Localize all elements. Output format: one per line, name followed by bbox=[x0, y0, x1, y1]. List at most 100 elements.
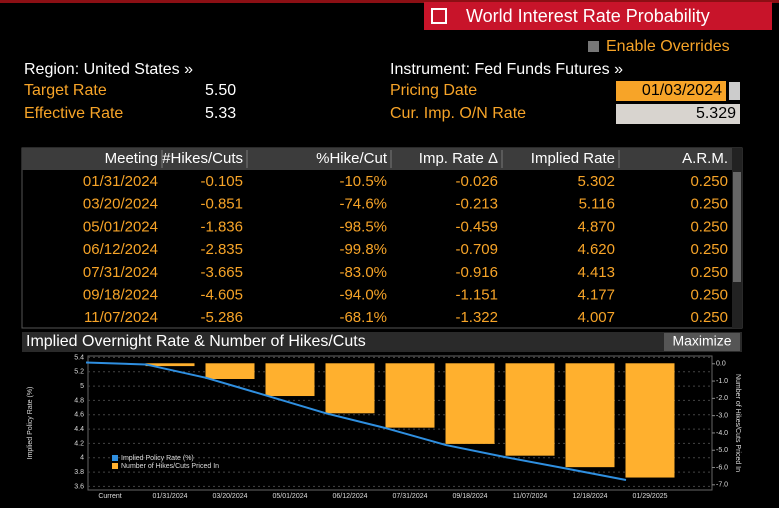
rate-box bbox=[616, 104, 740, 124]
popout-icon[interactable] bbox=[431, 8, 447, 24]
y-tick-label: 4.8 bbox=[74, 397, 84, 404]
title-bar bbox=[424, 2, 772, 30]
y-tick-label: 5.2 bbox=[74, 369, 84, 376]
cell: -0.105 bbox=[200, 173, 243, 190]
x-tick-label: 12/18/2024 bbox=[572, 493, 607, 500]
maximize-label[interactable]: Maximize bbox=[672, 333, 731, 349]
y-tick-label: 4.6 bbox=[74, 412, 84, 419]
cell: 0.250 bbox=[690, 196, 728, 213]
cell: 4.870 bbox=[577, 218, 615, 235]
bar bbox=[325, 363, 375, 414]
instrument[interactable]: Instrument: Fed Funds Futures » bbox=[390, 61, 623, 78]
cell: 0.250 bbox=[690, 173, 728, 190]
label: Cur. Imp. O/N Rate bbox=[390, 105, 526, 122]
cell: -10.5% bbox=[339, 173, 387, 190]
x-tick-label: 07/31/2024 bbox=[392, 493, 427, 500]
cell: -99.8% bbox=[339, 241, 387, 258]
date-input[interactable] bbox=[616, 81, 726, 101]
y-tick-label: 4 bbox=[80, 455, 84, 462]
cell: -83.0% bbox=[339, 264, 387, 281]
cell: 07/31/2024 bbox=[83, 264, 158, 281]
maximize-button[interactable] bbox=[664, 333, 740, 351]
cell: 5.116 bbox=[579, 196, 615, 213]
cell: -0.709 bbox=[455, 241, 498, 258]
cell: -1.322 bbox=[455, 309, 498, 326]
cell: -3.665 bbox=[200, 264, 243, 281]
date-value[interactable]: 01/03/2024 bbox=[642, 82, 722, 99]
cell: -98.5% bbox=[339, 218, 387, 235]
line bbox=[85, 361, 627, 481]
column-header: A.R.M. bbox=[682, 150, 728, 167]
column-header: #Hikes/Cuts bbox=[162, 150, 243, 167]
bar bbox=[265, 363, 315, 397]
cell: -0.851 bbox=[200, 196, 243, 213]
bar bbox=[205, 363, 255, 379]
y2-tick-label: -2.0 bbox=[716, 395, 728, 402]
cell: 4.620 bbox=[577, 241, 615, 258]
cell: 0.250 bbox=[690, 286, 728, 303]
top-strip bbox=[0, 0, 779, 3]
x-tick-label: 03/20/2024 bbox=[212, 493, 247, 500]
table: Meeting #Hikes/Cuts %Hike/Cut Imp. Rate Δ Im… bbox=[83, 150, 728, 326]
rate-value: 5.329 bbox=[696, 105, 736, 122]
column-header: Implied Rate bbox=[531, 150, 615, 167]
cell: 09/18/2024 bbox=[83, 286, 158, 303]
y-tick-label: 4.4 bbox=[74, 426, 84, 433]
y-tick-label: 5 bbox=[80, 383, 84, 390]
cell: 4.413 bbox=[577, 264, 615, 281]
x-tick-label: 01/29/2025 bbox=[632, 493, 667, 500]
cell: 05/01/2024 bbox=[83, 218, 158, 235]
column-header: Imp. Rate Δ bbox=[419, 150, 498, 167]
y2-tick-label: -5.0 bbox=[716, 447, 728, 454]
value: 5.33 bbox=[205, 105, 236, 122]
y-tick-label: 5.4 bbox=[74, 354, 84, 361]
cell: -74.6% bbox=[339, 196, 387, 213]
label: Pricing Date bbox=[390, 82, 477, 99]
chart-title: Implied Overnight Rate & Number of Hikes… bbox=[26, 333, 366, 350]
x-tick-label: Current bbox=[98, 493, 121, 500]
table-frame bbox=[21, 147, 743, 329]
bar bbox=[565, 363, 615, 468]
cell: -0.026 bbox=[455, 173, 498, 190]
y2-tick-label: -3.0 bbox=[716, 412, 728, 419]
window-title: World Interest Rate Probability bbox=[466, 6, 710, 26]
legend-label: Number of Hikes/Cuts Priced In bbox=[121, 463, 219, 470]
cell: -68.1% bbox=[339, 309, 387, 326]
scroll-thumb[interactable] bbox=[733, 172, 741, 282]
cell: -2.835 bbox=[200, 241, 243, 258]
enable-overrides[interactable]: Enable Overrides bbox=[606, 38, 730, 55]
y2-tick-label: -1.0 bbox=[716, 378, 728, 385]
x-tick-label: 01/31/2024 bbox=[152, 493, 187, 500]
cell: 01/31/2024 bbox=[83, 173, 158, 190]
calendar-button[interactable] bbox=[729, 82, 740, 100]
legend-swatch bbox=[112, 455, 118, 461]
cell: 0.250 bbox=[690, 309, 728, 326]
bar bbox=[505, 363, 555, 456]
cell: 5.302 bbox=[577, 173, 615, 190]
plot-frame bbox=[87, 355, 713, 491]
label: Effective Rate bbox=[24, 105, 123, 122]
column-header: %Hike/Cut bbox=[316, 150, 388, 167]
region[interactable]: Region: United States » bbox=[24, 61, 193, 78]
x-tick-label: 11/07/2024 bbox=[513, 493, 548, 500]
y-tick-label: 3.6 bbox=[74, 483, 84, 490]
bar bbox=[445, 363, 495, 444]
cell: 06/12/2024 bbox=[83, 241, 158, 258]
y2-axis-label: Number of Hikes/Cuts Priced In bbox=[734, 374, 741, 472]
y-tick-label: 4.2 bbox=[74, 440, 84, 447]
y-axis-label: Implied Policy Rate (%) bbox=[27, 387, 34, 460]
y2-tick-label: -6.0 bbox=[716, 464, 728, 471]
cell: 0.250 bbox=[690, 241, 728, 258]
x-tick-label: 06/12/2024 bbox=[332, 493, 367, 500]
cell: 0.250 bbox=[690, 218, 728, 235]
cell: -0.459 bbox=[455, 218, 498, 235]
checkbox[interactable] bbox=[588, 41, 599, 52]
cell: -94.0% bbox=[339, 286, 387, 303]
y2-tick-label: -7.0 bbox=[716, 482, 728, 489]
cell: -1.836 bbox=[200, 218, 243, 235]
table-header bbox=[22, 148, 732, 170]
cell: 0.250 bbox=[690, 264, 728, 281]
x-tick-label: 05/01/2024 bbox=[272, 493, 307, 500]
